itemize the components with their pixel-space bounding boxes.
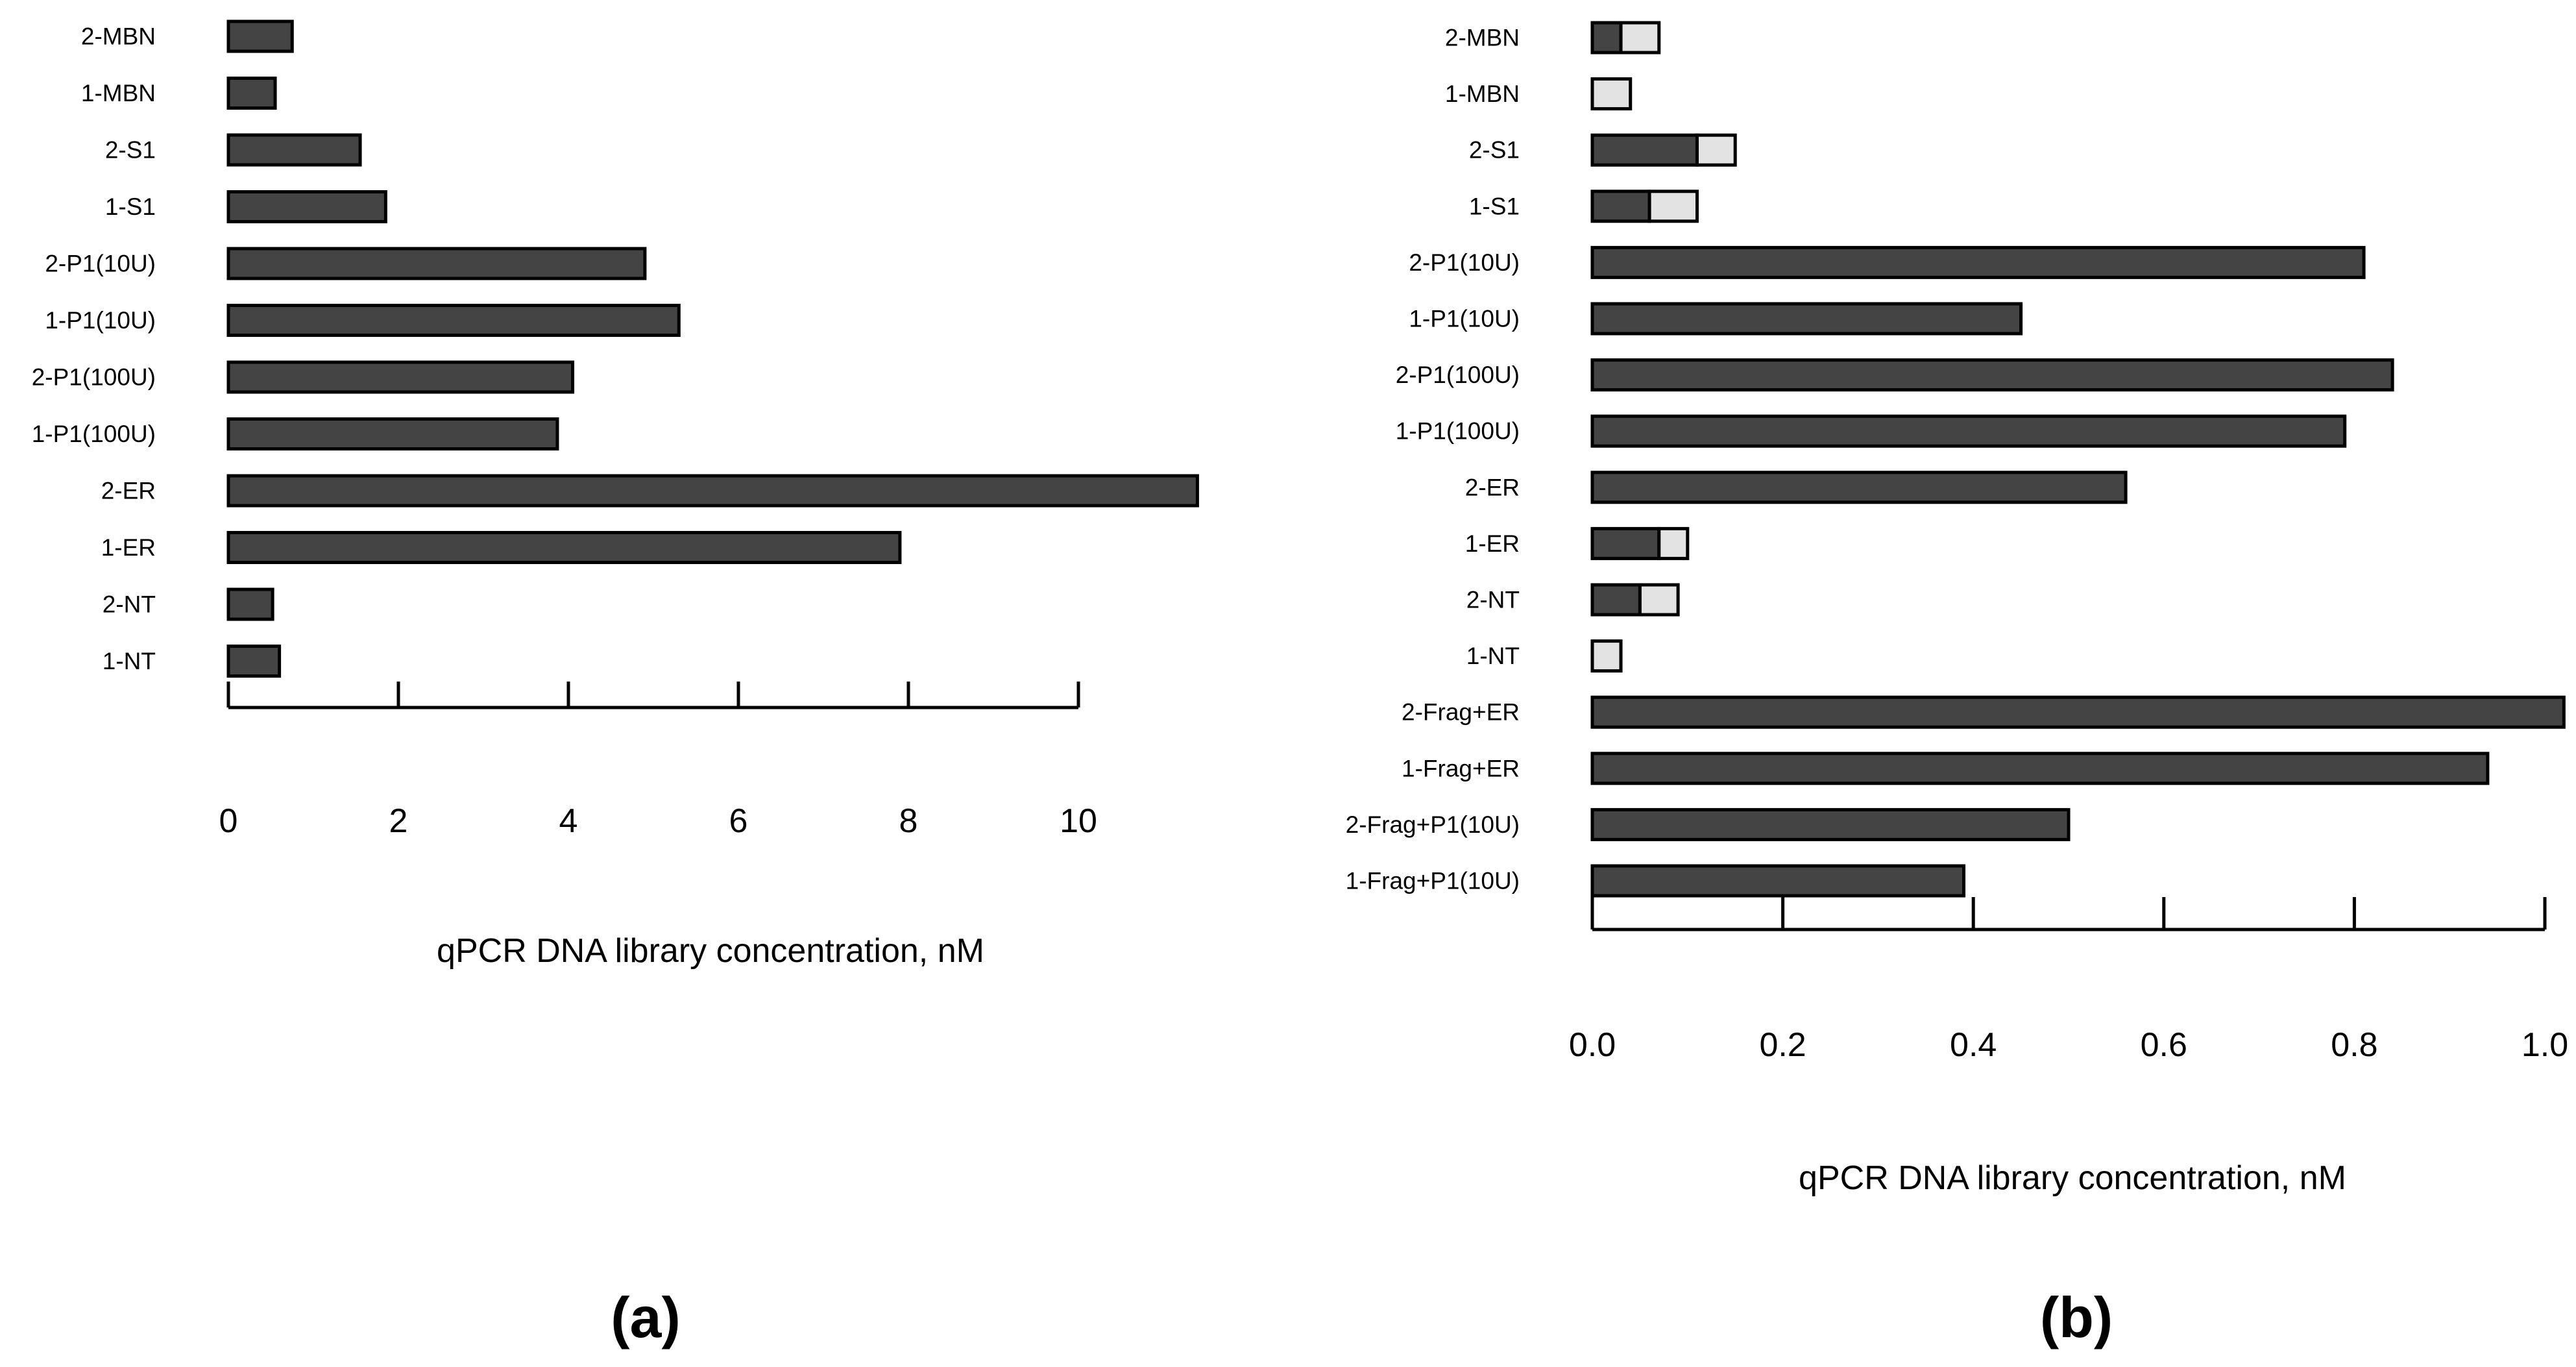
bar (226, 417, 559, 450)
category-label: 2-ER (101, 478, 156, 504)
bar-segment-light (1647, 190, 1699, 223)
category-label: 1-MBN (1445, 80, 1520, 107)
category-label: 2-MBN (1445, 25, 1520, 51)
bar (226, 360, 575, 394)
panel-b-chart: 2-MBN 1-MBN 2-S1 1-S1 2-P1(10U) 1-P1(10U) 2-P1… (1346, 21, 2568, 1349)
category-label: 1-ER (1465, 530, 1520, 557)
x-tick-label: 1.0 (2521, 1026, 2568, 1064)
bar (1590, 583, 1642, 617)
x-tick-label: 8 (899, 802, 918, 840)
category-label: 2-Frag+P1(10U) (1346, 811, 1520, 838)
panel-label: (a) (611, 1285, 681, 1349)
bar (1590, 414, 2347, 448)
category-label: 2-P1(10U) (45, 251, 156, 277)
category-label: 1-S1 (1469, 193, 1520, 219)
category-label: 1-Frag+P1(10U) (1346, 868, 1520, 894)
category-label: 2-S1 (105, 137, 156, 164)
bar-segment-light (1638, 583, 1680, 617)
category-label: 1-MBN (81, 80, 156, 106)
bar-segment-light (1619, 21, 1661, 55)
bar (226, 587, 274, 621)
bar (1590, 302, 2023, 336)
x-tick-label: 0.4 (1950, 1026, 1997, 1064)
category-label: 1-NT (1466, 643, 1520, 669)
bar-segment-light (1657, 526, 1690, 560)
bar (1590, 21, 1623, 55)
x-tick-label: 0 (219, 802, 238, 840)
category-label: 1-ER (101, 534, 156, 561)
x-axis-title: qPCR DNA library concentration, nM (1799, 1159, 2346, 1197)
category-label: 2-NT (103, 591, 156, 618)
category-label: 2-NT (1466, 587, 1520, 613)
category-label: 1-P1(100U) (1396, 418, 1520, 445)
bar (226, 19, 294, 53)
x-tick-label: 6 (729, 802, 748, 840)
bar (1590, 864, 1966, 898)
bar-segment-light (1590, 639, 1623, 673)
x-tick-label: 0.8 (2331, 1026, 2377, 1064)
bar (226, 531, 902, 564)
x-tick-label: 2 (389, 802, 408, 840)
bar (226, 645, 282, 678)
category-label: 1-P1(100U) (32, 421, 156, 447)
bar (226, 474, 1199, 508)
bar (1590, 807, 2071, 841)
category-label: 1-P1(10U) (1409, 306, 1520, 332)
category-label: 2-MBN (81, 23, 156, 50)
bar (1590, 526, 1661, 560)
category-label: 1-NT (103, 648, 156, 674)
bar (1590, 190, 1651, 223)
x-tick-label: 10 (1060, 802, 1097, 840)
bar (226, 190, 387, 223)
x-tick-label: 0.6 (2141, 1026, 2187, 1064)
bar (226, 133, 362, 167)
panel-label: (b) (2040, 1285, 2113, 1349)
category-label: 1-S1 (105, 193, 156, 220)
bar (1590, 695, 2566, 729)
panel-a-chart: 2-MBN 1-MBN 2-S1 1-S1 2-P1(10U) 1-P1(10U) 2-P1… (32, 19, 1199, 1349)
category-label: 2-Frag+ER (1402, 699, 1520, 726)
bar (1590, 471, 2128, 504)
category-label: 1-P1(10U) (45, 307, 156, 334)
category-label: 2-S1 (1469, 137, 1520, 164)
category-label: 2-ER (1465, 474, 1520, 500)
x-axis-title: qPCR DNA library concentration, nM (437, 932, 984, 970)
bar (1590, 752, 2490, 785)
x-tick-label: 0.2 (1759, 1026, 1806, 1064)
category-label: 2-P1(10U) (1409, 249, 1520, 276)
bar (226, 77, 277, 110)
bar (226, 304, 681, 337)
bar (1590, 245, 2366, 279)
bar (1590, 358, 2394, 392)
x-tick-label: 4 (559, 802, 578, 840)
bar-segment-light (1590, 77, 1633, 111)
bar-segment-light (1695, 133, 1737, 167)
category-label: 1-Frag+ER (1402, 755, 1520, 782)
bar (1590, 133, 1699, 167)
bar (226, 247, 647, 280)
x-tick-label: 0.0 (1569, 1026, 1616, 1064)
category-label: 2-P1(100U) (32, 364, 156, 391)
category-label: 2-P1(100U) (1396, 362, 1520, 388)
